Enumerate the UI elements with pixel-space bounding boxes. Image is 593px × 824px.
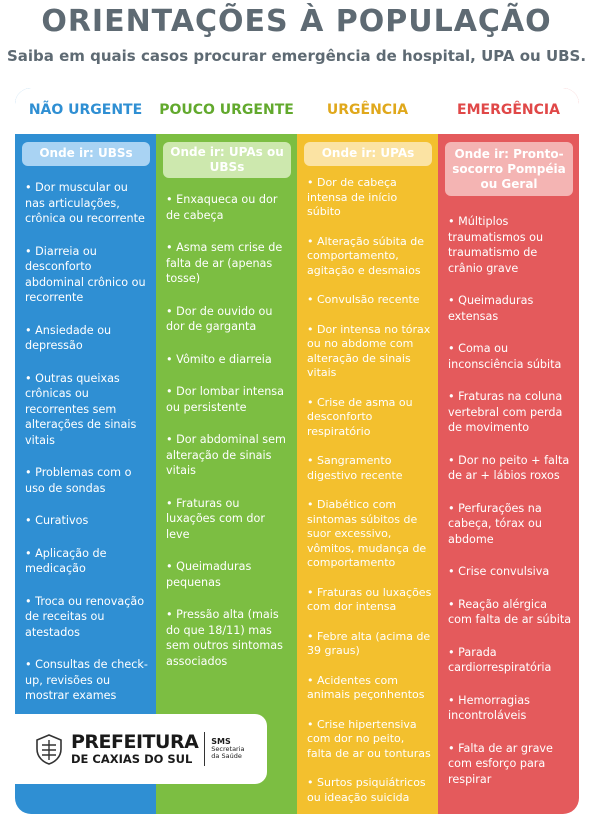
sms-sub1: Secretaria <box>211 745 245 754</box>
where-to-go-label: Onde ir: UPAs <box>304 142 432 166</box>
symptom-item: • Curativos <box>25 514 89 527</box>
city-crest-icon <box>36 734 62 765</box>
symptom-list: • Enxaqueca ou dor de cabeça • Asma sem c… <box>156 192 297 669</box>
prefeitura-line1: PREFEITURA <box>71 730 199 753</box>
symptom-item: • Fraturas na coluna vertebral com perda… <box>448 390 563 434</box>
sms-sub2: da Saúde <box>211 752 242 761</box>
symptom-item: • Aplicação de medicação <box>25 546 107 576</box>
symptom-item: • Outras queixas crônicas ou recorrentes… <box>25 371 137 447</box>
symptom-item: • Parada cardiorrespiratória <box>448 645 552 675</box>
symptom-item: • Troca ou renovação de receitas ou ates… <box>25 594 145 639</box>
sms-acronym: SMS <box>211 736 231 746</box>
page-subtitle: Saiba em quais casos procurar emergência… <box>6 47 587 65</box>
triage-board: NÃO URGENTE Onde ir: UBSs • Dor muscular… <box>15 88 579 814</box>
symptom-item: • Dor no peito + falta de ar + lábios ro… <box>448 453 570 483</box>
prefeitura-name: PREFEITURA DE CAXIAS DO SUL <box>71 730 199 766</box>
symptom-item: • Diarreia ou desconforto abdominal crôn… <box>25 244 146 305</box>
symptom-item: • Ansiedade ou depressão <box>25 323 112 353</box>
symptom-item: • Fraturas ou luxações com dor leve <box>166 496 265 541</box>
symptom-item: • Dor intensa no tórax ou no abdome com … <box>307 322 431 380</box>
symptom-item: • Perfurações na cabeça, tórax ou abdome <box>448 501 542 546</box>
symptom-item: • Crise de asma ou desconforto respirató… <box>307 395 413 438</box>
symptom-item: • Queimaduras extensas <box>448 294 534 323</box>
column-emergencia: EMERGÊNCIA Onde ir: Pronto-socorro Pompé… <box>438 88 579 814</box>
symptom-item: • Múltiplos traumatismos ou traumatismo … <box>448 215 544 275</box>
symptom-item: • Problemas com o uso de sondas <box>25 466 132 495</box>
symptom-item: • Dor muscular ou nas articulações, crôn… <box>25 181 145 225</box>
symptom-item: • Vômito e diarreia <box>166 352 272 366</box>
symptom-item: • Dor abdominal sem alteração de sinais … <box>166 433 286 477</box>
symptom-item: • Asma sem crise de falta de ar (apenas … <box>166 241 283 285</box>
column-nao-urgente: NÃO URGENTE Onde ir: UBSs • Dor muscular… <box>15 88 156 814</box>
logo-divider <box>204 732 206 766</box>
symptom-item: • Sangramento digestivo recente <box>307 454 403 482</box>
symptom-item: • Crise hipertensiva com dor no peito, f… <box>307 717 431 760</box>
symptom-item: • Dor de cabeça intensa de início súbito <box>307 176 398 218</box>
symptom-item: • Crise convulsiva <box>448 565 550 578</box>
column-pouco-urgente: POUCO URGENTE Onde ir: UPAs ou UBSs • En… <box>156 88 297 814</box>
symptom-item: • Febre alta (acima de 39 graus) <box>307 629 431 658</box>
symptom-item: • Dor lombar intensa ou persistente <box>166 385 284 414</box>
symptom-item: • Alteração súbita de comportamento, agi… <box>307 234 424 277</box>
symptom-item: • Fraturas ou luxações com dor intensa <box>307 585 432 614</box>
symptom-item: • Coma ou inconsciência súbita <box>448 342 562 371</box>
symptom-list: • Dor muscular ou nas articulações, crôn… <box>15 180 156 704</box>
column-heading: URGÊNCIA <box>297 88 438 134</box>
symptom-list: • Múltiplos traumatismos ou traumatismo … <box>438 214 579 787</box>
symptom-item: • Pressão alta (mais do que 18/11) mas s… <box>166 608 283 668</box>
where-to-go-label: Onde ir: UBSs <box>22 142 150 166</box>
prefeitura-logo: PREFEITURA DE CAXIAS DO SUL SMS Secretar… <box>15 714 267 784</box>
where-to-go-label: Onde ir: Pronto-socorro Pompéia ou Geral <box>445 142 573 196</box>
prefeitura-line2: DE CAXIAS DO SUL <box>71 751 193 766</box>
page-title: ORIENTAÇÕES À POPULAÇÃO <box>41 4 552 39</box>
symptom-item: • Convulsão recente <box>307 293 420 306</box>
column-heading: EMERGÊNCIA <box>438 88 579 134</box>
column-urgencia: URGÊNCIA Onde ir: UPAs • Dor de cabeça i… <box>297 88 438 814</box>
sms-label: SMS Secretaria da Saúde <box>211 736 245 761</box>
column-heading: POUCO URGENTE <box>156 88 297 134</box>
symptom-item: • Hemorragias incontroláveis <box>448 693 530 723</box>
symptom-item: • Dor de ouvido ou dor de garganta <box>166 304 273 334</box>
symptom-item: • Diabético com sintomas súbitos de suor… <box>307 498 427 569</box>
symptom-list: • Dor de cabeça intensa de início súbito… <box>297 176 438 805</box>
symptom-item: • Falta de ar grave com esforço para res… <box>448 741 553 786</box>
symptom-item: • Surtos psiquiátricos ou ideação suicid… <box>307 776 426 804</box>
symptom-item: • Queimaduras pequenas <box>166 560 252 589</box>
where-to-go-label: Onde ir: UPAs ou UBSs <box>163 142 291 178</box>
column-heading: NÃO URGENTE <box>15 88 156 134</box>
symptom-item: • Reação alérgica com falta de ar súbita <box>448 597 572 627</box>
symptom-item: • Consultas de check-up, revisões ou mos… <box>25 658 148 702</box>
symptom-item: • Enxaqueca ou dor de cabeça <box>166 193 278 222</box>
symptom-item: • Acidentes com animais peçonhentos <box>307 673 425 702</box>
